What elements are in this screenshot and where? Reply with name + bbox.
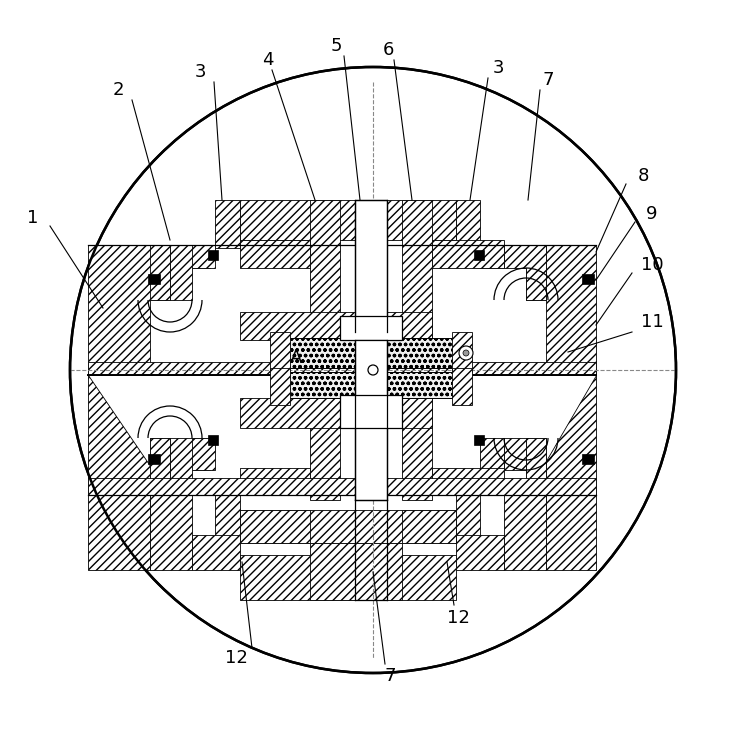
Polygon shape [192, 438, 215, 470]
Polygon shape [526, 245, 546, 300]
Polygon shape [88, 245, 170, 375]
Polygon shape [456, 200, 480, 248]
Polygon shape [340, 395, 402, 428]
Polygon shape [452, 368, 472, 405]
Polygon shape [474, 435, 484, 445]
Polygon shape [208, 250, 218, 260]
Polygon shape [526, 438, 546, 495]
Polygon shape [270, 332, 290, 372]
Polygon shape [340, 316, 402, 340]
Polygon shape [150, 495, 192, 570]
Text: 11: 11 [641, 313, 663, 331]
Polygon shape [88, 478, 596, 495]
Polygon shape [402, 510, 456, 543]
Polygon shape [215, 200, 240, 248]
Text: 9: 9 [646, 205, 658, 223]
Polygon shape [526, 245, 596, 375]
Circle shape [368, 365, 378, 375]
Text: 7: 7 [384, 667, 395, 685]
Polygon shape [310, 543, 402, 600]
Polygon shape [170, 245, 210, 300]
Polygon shape [240, 468, 310, 495]
Polygon shape [240, 312, 432, 340]
Text: 3: 3 [492, 59, 504, 77]
Polygon shape [456, 535, 504, 570]
Polygon shape [88, 362, 596, 375]
Polygon shape [456, 495, 480, 543]
Polygon shape [504, 245, 546, 300]
Polygon shape [150, 245, 170, 300]
Text: 6: 6 [382, 41, 394, 59]
Text: 4: 4 [263, 51, 274, 69]
Polygon shape [208, 435, 218, 445]
Text: 2: 2 [112, 81, 124, 99]
Polygon shape [480, 245, 504, 268]
Polygon shape [310, 200, 340, 338]
Polygon shape [432, 468, 504, 495]
Polygon shape [215, 495, 240, 543]
Polygon shape [452, 332, 472, 372]
Text: 8: 8 [637, 167, 649, 185]
Circle shape [70, 67, 676, 673]
Polygon shape [432, 240, 504, 268]
Polygon shape [192, 535, 240, 570]
Polygon shape [240, 200, 456, 240]
Polygon shape [286, 372, 458, 398]
Polygon shape [504, 495, 546, 570]
Polygon shape [170, 438, 210, 495]
Polygon shape [546, 495, 596, 570]
Polygon shape [150, 438, 170, 495]
Polygon shape [240, 510, 456, 543]
Polygon shape [240, 240, 310, 268]
Polygon shape [240, 510, 310, 543]
Polygon shape [270, 368, 290, 405]
Polygon shape [582, 454, 594, 464]
Text: 12: 12 [447, 609, 469, 627]
Text: 10: 10 [641, 256, 663, 274]
Polygon shape [148, 454, 160, 464]
Polygon shape [310, 375, 340, 500]
Polygon shape [504, 438, 526, 470]
Polygon shape [148, 274, 160, 284]
Polygon shape [240, 555, 456, 600]
Polygon shape [88, 495, 150, 570]
Polygon shape [402, 200, 432, 338]
Polygon shape [355, 340, 387, 500]
Polygon shape [240, 398, 432, 428]
Polygon shape [582, 274, 594, 284]
Polygon shape [88, 375, 170, 495]
Text: 7: 7 [542, 71, 554, 89]
Text: 1: 1 [28, 209, 39, 227]
Text: A: A [289, 349, 302, 367]
Polygon shape [474, 250, 484, 260]
Polygon shape [355, 200, 387, 332]
Circle shape [459, 346, 473, 360]
Text: 3: 3 [194, 63, 206, 81]
Text: 12: 12 [225, 649, 248, 667]
Polygon shape [402, 375, 432, 500]
Polygon shape [480, 438, 504, 470]
Polygon shape [286, 338, 458, 368]
Text: 5: 5 [330, 37, 342, 55]
Polygon shape [526, 375, 596, 495]
Polygon shape [192, 245, 215, 268]
Circle shape [463, 350, 469, 356]
